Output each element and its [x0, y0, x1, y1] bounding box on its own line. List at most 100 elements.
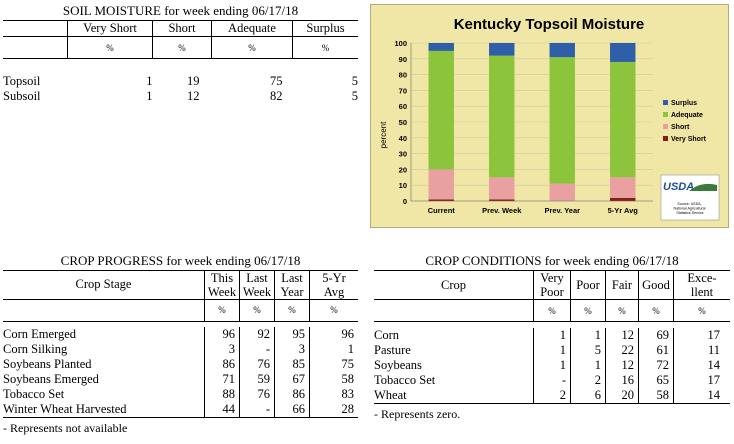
row-label: Tobacco Set [3, 387, 65, 401]
cell: 92 [239, 327, 275, 342]
cell: 1 [309, 342, 358, 357]
soil-unit: % [211, 36, 293, 59]
y-tick-label: 30 [399, 150, 407, 159]
soil-moisture-title: SOIL MOISTURE for week ending 06/17/18 [62, 3, 299, 18]
cell: 5 [351, 89, 358, 103]
bar-segment-very-short [489, 199, 515, 201]
cell: 76 [239, 387, 275, 402]
unit: % [274, 299, 310, 321]
cell: 96 [204, 327, 240, 342]
row-label: Corn Silking [3, 342, 68, 356]
row-label: Soybeans [374, 357, 422, 372]
table-row: Wheat 2 6 20 58 14 [374, 387, 730, 403]
cell: 65 [638, 372, 674, 388]
usda-logo-text: USDA [663, 181, 694, 193]
header-this-week: This Week [204, 270, 240, 299]
legend-swatch [663, 136, 668, 141]
legend-label: Very Short [671, 136, 707, 143]
bar-segment-surplus [549, 43, 575, 58]
topsoil-moisture-chart: Kentucky Topsoil Moisture 0 10 20 30 40 50 60 7… [370, 4, 729, 228]
soil-unit: % [292, 36, 358, 59]
bar-segment-adequate [549, 57, 575, 184]
row-label: Pasture [374, 342, 411, 357]
soil-header-surplus: Surplus [292, 20, 358, 37]
cell: 12 [605, 327, 639, 343]
cell: 75 [309, 357, 358, 372]
table-row: Subsoil 1 12 82 5 [3, 89, 358, 104]
row-label: Soybeans Planted [3, 357, 92, 371]
cell: 76 [239, 357, 275, 372]
cell: 67 [274, 372, 310, 387]
table-row: Corn Silking 3-3 1 [3, 342, 358, 357]
unit: % [638, 299, 674, 322]
table-row: Soybeans 1 1 12 72 14 [374, 357, 730, 373]
y-tick-label: 60 [399, 102, 407, 111]
row-label: Corn [374, 327, 399, 342]
unit: % [239, 299, 275, 321]
unit: % [605, 299, 639, 322]
bar-segment-very-short [428, 199, 454, 201]
cell: 1 [146, 74, 153, 88]
cell: 75 [270, 74, 283, 88]
cell: 12 [605, 357, 639, 373]
crop-conditions-title: CROP CONDITIONS for week ending 06/17/18 [425, 253, 679, 268]
cell: 96 [309, 327, 358, 342]
crop-progress-table: CROP PROGRESS for week ending 06/17/18 C… [3, 252, 358, 436]
bar-segment-short [428, 169, 454, 200]
soil-unit: % [152, 36, 212, 59]
x-tick-label: Prev. Year [544, 206, 580, 215]
y-axis-label: percent [379, 121, 388, 148]
legend-label: Adequate [671, 112, 703, 119]
cell: 1 [533, 327, 571, 343]
cell: 12 [187, 89, 200, 103]
cell: 1 [146, 89, 153, 103]
bar-segment-very-short [610, 197, 636, 201]
y-tick-label: 0 [403, 197, 407, 206]
cell: 3 [274, 342, 310, 357]
cell: 22 [605, 342, 639, 358]
cell: 1 [533, 357, 571, 373]
x-tick-label: 5-Yr Avg [608, 206, 639, 215]
y-tick-label: 100 [394, 39, 407, 48]
cell: 3 [204, 342, 240, 357]
unit: % [309, 299, 358, 321]
cell: 11 [673, 342, 730, 358]
cell: - [533, 372, 571, 388]
y-tick-label: 10 [399, 181, 407, 190]
cell: 61 [638, 342, 674, 358]
cell: 19 [187, 74, 200, 88]
bar-segment-adequate [428, 50, 454, 170]
header-last-week: Last Week [239, 270, 275, 299]
cell: 71 [204, 372, 240, 387]
crop-progress-footnote: - Represents not available [3, 421, 128, 435]
cell: 20 [605, 387, 639, 403]
cell: 17 [673, 327, 730, 343]
soil-header-very-short: Very Short [67, 20, 153, 37]
soil-unit: % [67, 36, 153, 59]
cell: 72 [638, 357, 674, 373]
cell: 14 [673, 387, 730, 403]
cell: - [239, 342, 275, 357]
legend-swatch [663, 124, 668, 129]
bar-segment-surplus [489, 43, 515, 56]
unit: % [533, 299, 571, 322]
cell: 85 [274, 357, 310, 372]
legend-swatch [663, 112, 668, 117]
legend-label: Surplus [671, 100, 697, 107]
header-5yr-avg: 5-Yr Avg [309, 270, 358, 299]
header-fair: Fair [605, 270, 639, 300]
cell: 1 [570, 357, 606, 373]
y-tick-label: 50 [399, 118, 407, 127]
cell: 58 [638, 387, 674, 403]
row-label: Soybeans Emerged [3, 372, 99, 386]
cell: 88 [204, 387, 240, 402]
crop-progress-title: CROP PROGRESS for week ending 06/17/18 [60, 253, 301, 268]
soil-header-adequate: Adequate [211, 20, 293, 37]
bar-segment-short [610, 177, 636, 198]
crop-header: Crop [441, 277, 466, 292]
table-row: Topsoil 1 19 75 5 [3, 74, 358, 89]
cell: 86 [274, 387, 310, 402]
soil-moisture-table: SOIL MOISTURE for week ending 06/17/18 V… [3, 2, 358, 104]
table-row: Winter Wheat Harvested 44-66 28 [3, 402, 358, 418]
cell: 6 [570, 387, 606, 403]
